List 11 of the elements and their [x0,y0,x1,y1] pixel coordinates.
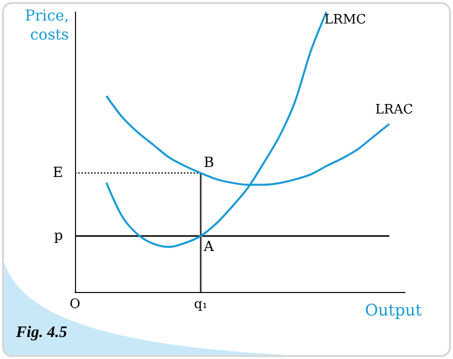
annotation: B [204,155,214,171]
annotation: A [202,239,215,255]
series-label: E [52,165,63,181]
x-tick-label: O [70,297,80,312]
series-label: LRMC [324,12,366,28]
y-axis-title: Price, costs [24,6,69,44]
series-label: LRAC [375,102,414,118]
x-tick-label: q₁ [194,297,208,312]
series-label: p [54,228,64,244]
x-axis-title: Output [365,300,422,320]
caption: Fig. 4.5 [16,324,68,342]
